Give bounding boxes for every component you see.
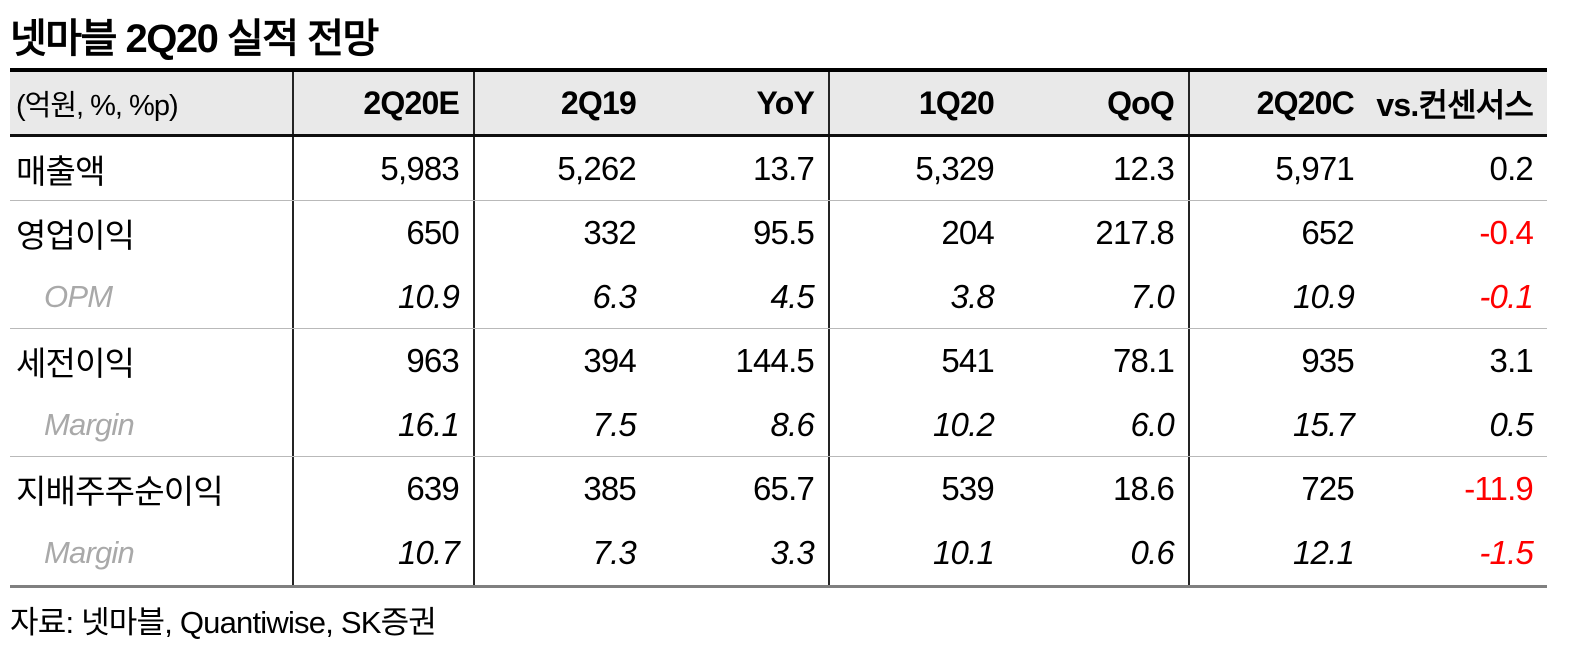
unit-label: (억원, %, %p) (16, 90, 179, 122)
cell-value: 0.6 (1130, 534, 1175, 571)
cell-value: 650 (292, 201, 473, 265)
cell-value: 5,262 (473, 137, 650, 200)
col-header-2q19: 2Q19 (473, 72, 650, 134)
table-header-row: (억원, %, %p) 2Q20E 2Q19 YoY 1Q20 QoQ 2Q20… (10, 72, 1547, 137)
col-header-2q20c: 2Q20C (1188, 72, 1368, 134)
cell-value: 6.0 (1130, 405, 1175, 443)
cell-value: 639 (292, 457, 473, 521)
cell-value: 12.3 (1112, 149, 1175, 187)
cell-value: 4.5 (770, 277, 815, 315)
cell-value: 725 (1188, 457, 1368, 521)
cell-value: 6.3 (473, 265, 650, 328)
cell-value: 15.7 (1188, 393, 1368, 456)
cell-value: 3.1 (1489, 342, 1534, 379)
cell-value: 144.5 (735, 342, 814, 379)
cell-value: 7.3 (473, 521, 650, 585)
cell-value: 963 (292, 329, 473, 393)
source-note: 자료: 넷마블, Quantiwise, SK증권 (10, 605, 437, 640)
page-title: 넷마블 2Q20 실적 전망 (10, 17, 379, 61)
row-label: 매출액 (16, 152, 105, 190)
cell-value: 3.8 (828, 265, 1008, 328)
row-net-margin: Margin 10.7 7.3 3.3 10.1 0.6 12.1 -1.5 (10, 521, 1547, 585)
cell-value: 10.1 (828, 521, 1008, 585)
cell-value: 10.2 (828, 393, 1008, 456)
cell-value: 217.8 (1095, 214, 1174, 251)
cell-value: -1.5 (1479, 534, 1533, 571)
row-pretax-profit: 세전이익 963 394 144.5 541 78.1 935 3.1 (10, 329, 1547, 393)
cell-value: 13.7 (752, 149, 815, 187)
cell-value: 12.1 (1188, 521, 1368, 585)
cell-value: -11.9 (1464, 470, 1534, 507)
row-net-profit: 지배주주순이익 639 385 65.7 539 18.6 725 -11.9 (10, 457, 1547, 521)
cell-value: 5,983 (292, 137, 473, 200)
cell-value: 7.0 (1130, 277, 1175, 315)
cell-value: -0.1 (1479, 277, 1533, 315)
cell-value: 394 (473, 329, 650, 393)
cell-value: 7.5 (473, 393, 650, 456)
row-label: Margin (44, 535, 135, 570)
cell-value: 652 (1188, 201, 1368, 265)
cell-value: 385 (473, 457, 650, 521)
cell-value: 18.6 (1112, 470, 1175, 507)
cell-value: 10.9 (292, 265, 473, 328)
col-header-2q20e: 2Q20E (292, 72, 473, 134)
cell-value: 8.6 (770, 405, 815, 443)
cell-value: 5,329 (828, 137, 1008, 200)
row-label: 지배주주순이익 (16, 473, 224, 510)
cell-value: 65.7 (752, 470, 815, 507)
row-label: OPM (44, 278, 113, 314)
cell-value: 204 (828, 201, 1008, 265)
row-operating-profit: 영업이익 650 332 95.5 204 217.8 652 -0.4 (10, 201, 1547, 265)
earnings-table: (억원, %, %p) 2Q20E 2Q19 YoY 1Q20 QoQ 2Q20… (10, 68, 1547, 588)
col-header-1q20: 1Q20 (828, 72, 1008, 134)
cell-value: 0.5 (1489, 405, 1534, 443)
cell-value: 935 (1188, 329, 1368, 393)
cell-value: 78.1 (1112, 342, 1175, 379)
row-revenue: 매출액 5,983 5,262 13.7 5,329 12.3 5,971 0.… (10, 137, 1547, 201)
cell-value: 332 (473, 201, 650, 265)
row-label: 영업이익 (16, 217, 135, 254)
cell-value: 10.9 (1188, 265, 1368, 328)
cell-value: 3.3 (770, 534, 815, 571)
row-label: 세전이익 (16, 345, 135, 382)
cell-value: 5,971 (1188, 137, 1368, 200)
col-header-yoy: YoY (756, 84, 815, 121)
col-header-vs-consensus: vs.컨센서스 (1376, 87, 1533, 123)
col-header-qoq: QoQ (1107, 84, 1175, 121)
cell-value: -0.4 (1479, 214, 1533, 251)
row-label: Margin (44, 406, 135, 442)
cell-value: 16.1 (292, 393, 473, 456)
cell-value: 95.5 (752, 214, 815, 251)
row-opm: OPM 10.9 6.3 4.5 3.8 7.0 10.9 -0.1 (10, 265, 1547, 329)
cell-value: 0.2 (1489, 149, 1534, 187)
cell-value: 541 (828, 329, 1008, 393)
row-pretax-margin: Margin 16.1 7.5 8.6 10.2 6.0 15.7 0.5 (10, 393, 1547, 457)
cell-value: 539 (828, 457, 1008, 521)
cell-value: 10.7 (292, 521, 473, 585)
